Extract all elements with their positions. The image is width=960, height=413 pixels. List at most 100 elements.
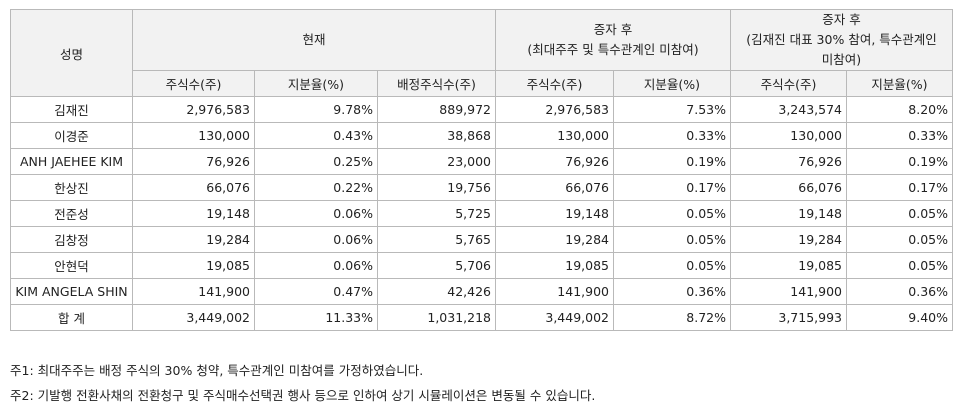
- total-row: 합 계 3,449,002 11.33% 1,031,218 3,449,002 8.72…: [10, 304, 953, 331]
- subheader-ratio: 지분율(%): [846, 70, 953, 97]
- header-after-2-line: 증자 후: [822, 12, 861, 27]
- value-cell: 19,085: [730, 252, 847, 279]
- shareholder-name: 전준성: [10, 200, 133, 227]
- value-cell: 0.05%: [613, 252, 731, 279]
- value-cell: 0.05%: [846, 252, 953, 279]
- value-cell: 0.33%: [846, 122, 953, 149]
- value-cell: 141,900: [730, 278, 847, 305]
- value-cell: 130,000: [132, 122, 255, 149]
- shareholder-name: 안현덕: [10, 252, 133, 279]
- value-cell: 19,085: [132, 252, 255, 279]
- value-cell: 0.19%: [613, 148, 731, 175]
- subheader-ratio: 지분율(%): [613, 70, 731, 97]
- header-after-2: 증자 후 (김재진 대표 30% 참여, 특수관계인 미참여): [730, 9, 953, 71]
- value-cell: 0.05%: [613, 226, 731, 253]
- value-cell: 5,725: [377, 200, 496, 227]
- value-cell: 141,900: [132, 278, 255, 305]
- value-cell: 11.33%: [254, 304, 378, 331]
- table-body: 김재진 2,976,583 9.78% 889,972 2,976,583 7.53% 3,…: [10, 96, 953, 331]
- value-cell: 19,148: [730, 200, 847, 227]
- value-cell: 2,976,583: [132, 96, 255, 123]
- shareholder-name: 이경준: [10, 122, 133, 149]
- value-cell: 19,756: [377, 174, 496, 201]
- header-row-top: 성명 현재 증자 후 (최대주주 및 특수관계인 미참여) 증자 후 (김재진 …: [10, 9, 953, 97]
- shareholder-name: 합 계: [10, 304, 133, 331]
- value-cell: 0.06%: [254, 252, 378, 279]
- value-cell: 0.36%: [846, 278, 953, 305]
- value-cell: 3,449,002: [495, 304, 614, 331]
- value-cell: 0.43%: [254, 122, 378, 149]
- value-cell: 0.05%: [846, 200, 953, 227]
- header-after-2-line: 미참여): [821, 52, 862, 67]
- value-cell: 1,031,218: [377, 304, 496, 331]
- header-name: 성명: [10, 9, 133, 97]
- header-after-1: 증자 후 (최대주주 및 특수관계인 미참여): [495, 9, 731, 71]
- value-cell: 0.47%: [254, 278, 378, 305]
- value-cell: 3,715,993: [730, 304, 847, 331]
- value-cell: 7.53%: [613, 96, 731, 123]
- value-cell: 42,426: [377, 278, 496, 305]
- value-cell: 5,765: [377, 226, 496, 253]
- subheader-ratio: 지분율(%): [254, 70, 378, 97]
- value-cell: 19,148: [495, 200, 614, 227]
- value-cell: 19,085: [495, 252, 614, 279]
- footnote: 주1: 최대주주는 배정 주식의 30% 청약, 특수관계인 미참여를 가정하였…: [10, 363, 424, 378]
- header-after-1-line: 증자 후: [593, 22, 633, 37]
- value-cell: 130,000: [730, 122, 847, 149]
- subheader-allocated: 배정주식수(주): [377, 70, 496, 97]
- value-cell: 3,243,574: [730, 96, 847, 123]
- value-cell: 0.06%: [254, 226, 378, 253]
- value-cell: 66,076: [132, 174, 255, 201]
- shareholder-name: KIM ANGELA SHIN: [10, 278, 133, 305]
- value-cell: 9.40%: [846, 304, 953, 331]
- value-cell: 0.33%: [613, 122, 731, 149]
- value-cell: 0.17%: [613, 174, 731, 201]
- value-cell: 889,972: [377, 96, 496, 123]
- subheader-shares: 주식수(주): [495, 70, 614, 97]
- subheader-shares: 주식수(주): [132, 70, 255, 97]
- value-cell: 66,076: [730, 174, 847, 201]
- value-cell: 0.22%: [254, 174, 378, 201]
- value-cell: 19,148: [132, 200, 255, 227]
- value-cell: 0.36%: [613, 278, 731, 305]
- header-after-1-line: (최대주주 및 특수관계인 미참여): [527, 42, 699, 57]
- header-row-sub: 주식수(주) 지분율(%) 배정주식수(주) 주식수(주) 지분율(%) 주식수…: [11, 70, 953, 97]
- table-row: 이경준 130,000 0.43% 38,868 130,000 0.33% 130,000…: [10, 122, 953, 149]
- table-row: 김재진 2,976,583 9.78% 889,972 2,976,583 7.53% 3,…: [10, 96, 953, 123]
- value-cell: 19,284: [132, 226, 255, 253]
- value-cell: 76,926: [495, 148, 614, 175]
- table-row: 한상진 66,076 0.22% 19,756 66,076 0.17% 66,076 0.1…: [10, 174, 953, 201]
- shareholder-name: ANH JAEHEE KIM: [10, 148, 133, 175]
- value-cell: 0.17%: [846, 174, 953, 201]
- value-cell: 8.72%: [613, 304, 731, 331]
- value-cell: 130,000: [495, 122, 614, 149]
- value-cell: 66,076: [495, 174, 614, 201]
- shareholder-name: 김창정: [10, 226, 133, 253]
- value-cell: 38,868: [377, 122, 496, 149]
- value-cell: 0.25%: [254, 148, 378, 175]
- value-cell: 0.19%: [846, 148, 953, 175]
- value-cell: 8.20%: [846, 96, 953, 123]
- header-current: 현재: [132, 9, 496, 71]
- value-cell: 76,926: [132, 148, 255, 175]
- table-row: 안현덕 19,085 0.06% 5,706 19,085 0.05% 19,085 0.05…: [10, 252, 953, 279]
- value-cell: 9.78%: [254, 96, 378, 123]
- value-cell: 0.06%: [254, 200, 378, 227]
- subheader-shares: 주식수(주): [730, 70, 847, 97]
- value-cell: 23,000: [377, 148, 496, 175]
- header-after-2-line: (김재진 대표 30% 참여, 특수관계인: [746, 32, 937, 47]
- table-row: 김창정 19,284 0.06% 5,765 19,284 0.05% 19,284 0.05…: [10, 226, 953, 253]
- value-cell: 76,926: [730, 148, 847, 175]
- shareholder-name: 김재진: [10, 96, 133, 123]
- shareholding-table: 성명 현재 증자 후 (최대주주 및 특수관계인 미참여) 증자 후 (김재진 …: [10, 9, 953, 331]
- table-row: KIM ANGELA SHIN 141,900 0.47% 42,426 141,900…: [10, 278, 953, 305]
- table-row: ANH JAEHEE KIM 76,926 0.25% 23,000 76,926 0.1…: [10, 148, 953, 175]
- value-cell: 141,900: [495, 278, 614, 305]
- value-cell: 0.05%: [613, 200, 731, 227]
- table-row: 전준성 19,148 0.06% 5,725 19,148 0.05% 19,148 0.05…: [10, 200, 953, 227]
- value-cell: 5,706: [377, 252, 496, 279]
- footnotes: 주1: 최대주주는 배정 주식의 30% 청약, 특수관계인 미참여를 가정하였…: [10, 358, 595, 408]
- value-cell: 0.05%: [846, 226, 953, 253]
- shareholder-name: 한상진: [10, 174, 133, 201]
- value-cell: 2,976,583: [495, 96, 614, 123]
